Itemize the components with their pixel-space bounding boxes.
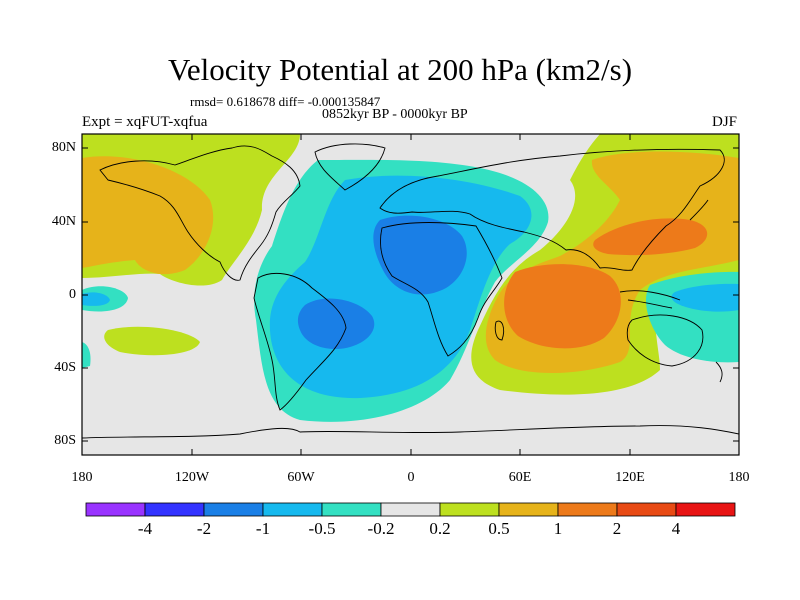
period-line: 0852kyr BP - 0000kyr BP [322, 107, 468, 122]
colorbar-box-6 [439, 502, 500, 517]
contour-neg-1-africa [373, 215, 467, 295]
coast-madagascar [494, 320, 505, 341]
lon-label-60w: 60W [287, 470, 315, 485]
coastlines [82, 143, 739, 439]
colorbar-label-9: 4 [671, 519, 681, 538]
lat-ticks [82, 147, 739, 442]
lon-label-120e: 120E [615, 470, 645, 485]
colorbar-label-4: -0.2 [367, 519, 395, 538]
coast-eurasia [379, 148, 725, 271]
colorbar-box-0 [85, 502, 146, 517]
colorbar-label-8: 2 [612, 519, 622, 538]
colorbar-label-6: 0.5 [488, 519, 510, 538]
lon-ticks [191, 134, 631, 455]
lon-label-0: 0 [407, 470, 415, 485]
contour-neg-1-samerica [297, 298, 375, 350]
coast-japan [689, 199, 709, 221]
contour-pos-southpacific [104, 326, 200, 356]
map-title: Velocity Potential at 200 hPa (km2/s) [167, 52, 633, 87]
colorbar-box-8 [557, 502, 618, 517]
colorbar-box-7 [498, 502, 559, 517]
colorbar-box-1 [144, 502, 205, 517]
contour-neg-0p5-westpacific [671, 283, 739, 312]
lon-label-60e: 60E [508, 470, 532, 485]
contour-neg-farwest [82, 342, 91, 368]
coast-australia [626, 314, 704, 367]
lat-label-0: 0 [69, 287, 76, 302]
lat-label-40n: 40N [51, 214, 76, 229]
colorbar-label-3: -0.5 [308, 519, 336, 538]
lat-label-80s: 80S [54, 433, 76, 448]
colorbar-box-5 [380, 502, 441, 517]
colorbar-box-3 [262, 502, 323, 517]
lat-label-40s: 40S [54, 360, 76, 375]
contour-pos-1 [504, 264, 621, 349]
coast-africa [380, 222, 503, 357]
colorbar-label-7: 1 [553, 519, 563, 538]
colorbar-label-1: -2 [196, 519, 212, 538]
contour-pos-0p5-pacific [82, 156, 214, 275]
lon-label-120w: 120W [174, 470, 210, 485]
contour-field [82, 134, 739, 455]
colorbar [85, 502, 736, 517]
colorbar-label-0: -4 [137, 519, 153, 538]
coast-antarctica [82, 425, 739, 439]
colorbar-label-5: 0.2 [429, 519, 451, 538]
colorbar-box-2 [203, 502, 264, 517]
experiment-label: Expt = xqFUT-xqfua [82, 114, 208, 130]
coast-north-america [99, 145, 301, 281]
contour-pos-1-eastasia [593, 218, 708, 256]
contour-neg-0p5-eastpacific [82, 292, 110, 306]
lat-label-80n: 80N [51, 140, 76, 155]
coast-south-america [253, 272, 347, 411]
colorbar-box-10 [675, 502, 736, 517]
coast-indonesia [619, 290, 681, 309]
coast-new-zealand [715, 361, 723, 383]
lon-label-180w: 180 [71, 470, 93, 485]
colorbar-box-9 [616, 502, 677, 517]
stats-line: rmsd= 0.618678 diff= -0.000135847 [190, 94, 381, 109]
season-label: DJF [712, 114, 738, 130]
lon-label-180e: 180 [728, 470, 750, 485]
colorbar-label-2: -1 [255, 519, 271, 538]
coast-greenland [314, 143, 386, 191]
colorbar-box-4 [321, 502, 382, 517]
